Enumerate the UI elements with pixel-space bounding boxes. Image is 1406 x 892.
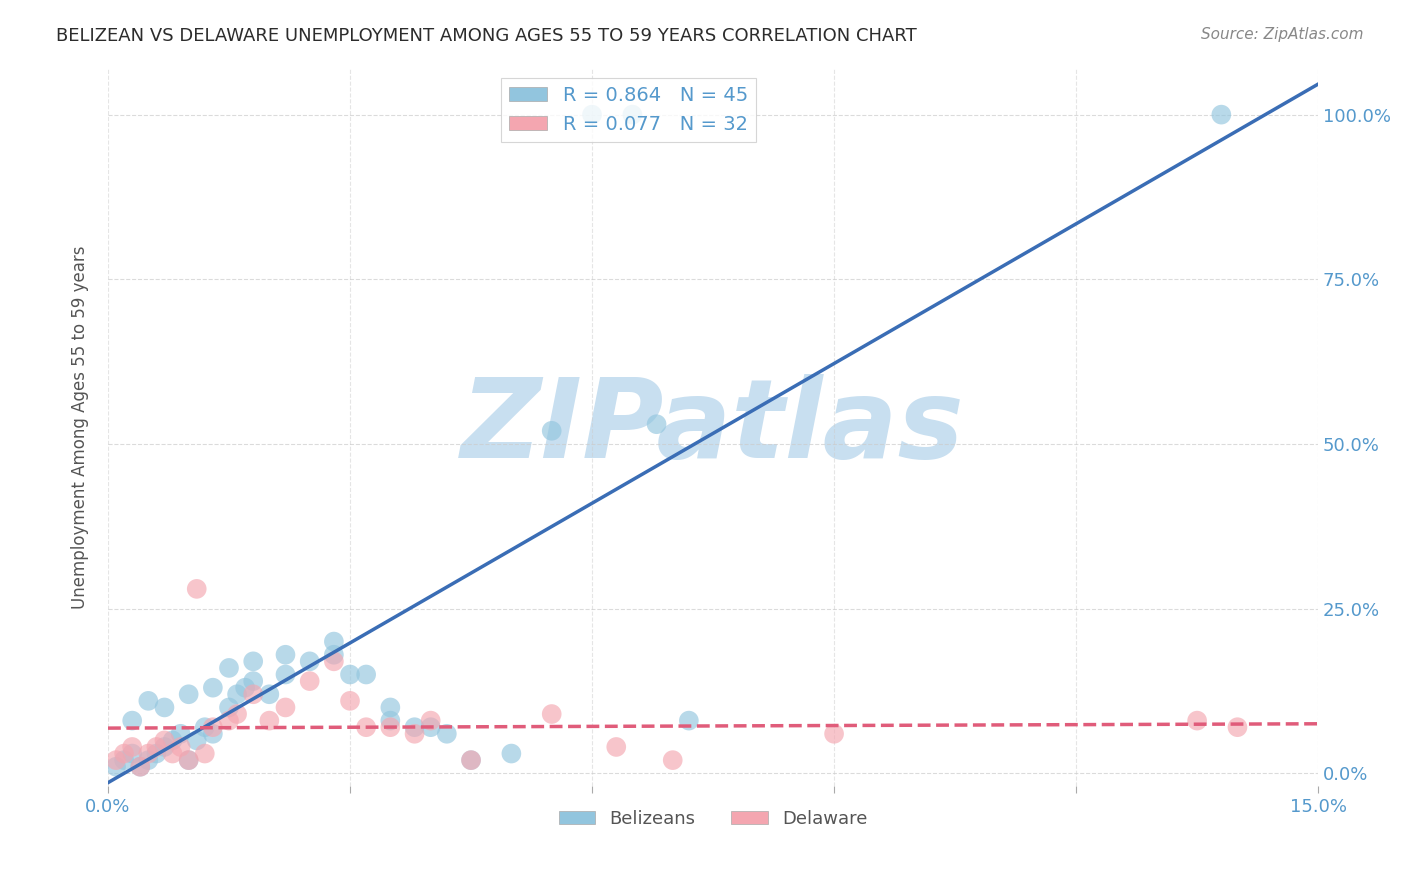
Point (194, 747, 217, 761)
Point (218, 700, 240, 714)
Point (322, 634, 344, 648)
Point (136, 694, 159, 708)
Point (581, 108, 603, 122)
Point (136, 747, 159, 761)
Point (136, 753, 159, 767)
Point (419, 714, 441, 728)
Point (436, 727, 458, 741)
Point (226, 706, 249, 721)
Point (105, 760, 128, 774)
Point (298, 654, 321, 668)
Point (218, 661, 240, 675)
Point (501, 747, 523, 761)
Point (145, 739, 167, 754)
Point (274, 648, 297, 662)
Point (274, 667, 297, 681)
Point (380, 700, 402, 714)
Point (605, 739, 627, 754)
Point (678, 714, 700, 728)
Point (322, 648, 344, 662)
Point (540, 706, 562, 721)
Point (169, 739, 191, 754)
Point (186, 582, 208, 596)
Point (186, 733, 208, 747)
Point (153, 733, 176, 747)
Point (226, 687, 249, 701)
Point (460, 753, 482, 767)
Point (177, 753, 200, 767)
Point (621, 108, 644, 122)
Point (218, 714, 240, 728)
Point (242, 687, 264, 701)
Point (259, 714, 281, 728)
Point (380, 714, 402, 728)
Point (112, 747, 135, 761)
Point (404, 727, 426, 741)
Text: BELIZEAN VS DELAWARE UNEMPLOYMENT AMONG AGES 55 TO 59 YEARS CORRELATION CHART: BELIZEAN VS DELAWARE UNEMPLOYMENT AMONG … (56, 27, 917, 45)
Point (177, 687, 200, 701)
Point (162, 733, 184, 747)
Point (112, 753, 135, 767)
Point (121, 739, 143, 754)
Point (322, 654, 344, 668)
Point (661, 753, 683, 767)
Point (259, 687, 281, 701)
Point (169, 727, 191, 741)
Text: Source: ZipAtlas.com: Source: ZipAtlas.com (1201, 27, 1364, 42)
Point (460, 753, 482, 767)
Point (129, 760, 152, 774)
Point (201, 727, 224, 741)
Point (404, 720, 426, 734)
Point (121, 714, 143, 728)
Point (201, 720, 224, 734)
Point (233, 681, 256, 695)
Point (153, 739, 176, 754)
Point (823, 727, 845, 741)
Point (145, 747, 167, 761)
Point (354, 667, 377, 681)
Point (129, 760, 152, 774)
Point (380, 720, 402, 734)
Point (540, 424, 562, 438)
Point (298, 674, 321, 689)
Point (201, 681, 224, 695)
Point (1226, 720, 1249, 734)
Point (1211, 108, 1233, 122)
Point (194, 720, 217, 734)
Point (1185, 714, 1208, 728)
Point (645, 417, 668, 432)
Point (242, 674, 264, 689)
Point (339, 667, 361, 681)
Text: ZIPatlas: ZIPatlas (461, 374, 965, 481)
Point (242, 654, 264, 668)
Point (339, 694, 361, 708)
Point (177, 753, 200, 767)
Point (162, 747, 184, 761)
Point (153, 700, 176, 714)
Point (419, 720, 441, 734)
Point (105, 753, 128, 767)
Y-axis label: Unemployment Among Ages 55 to 59 years: Unemployment Among Ages 55 to 59 years (72, 246, 89, 609)
Point (274, 700, 297, 714)
Point (121, 747, 143, 761)
Point (354, 720, 377, 734)
Legend: Belizeans, Delaware: Belizeans, Delaware (551, 803, 875, 835)
